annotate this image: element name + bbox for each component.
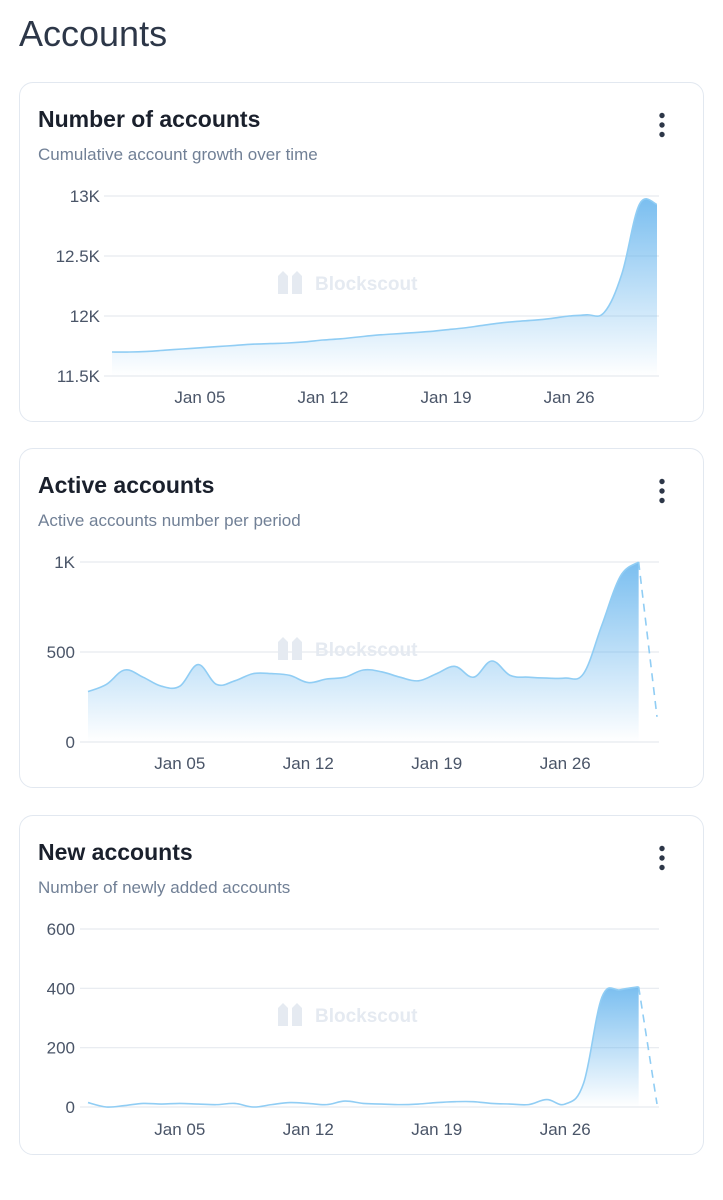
y-tick-label: 11.5K [57,367,101,386]
x-tick-label: Jan 05 [174,388,225,407]
x-tick-label: Jan 26 [540,754,591,773]
blockscout-logo-icon [278,1003,302,1026]
y-tick-label: 13K [70,187,101,206]
page-title: Accounts [19,13,168,54]
x-tick-label: Jan 05 [154,754,205,773]
chart-subtitle: Cumulative account growth over time [38,145,318,164]
series-line [87,986,639,1108]
chart-plot: 0 500 1K Blockscout Jan 05 Jan 12 Jan 19 Jan 26 [47,553,659,773]
y-tick-label: 400 [47,979,75,998]
chart-card-new-accounts: New accounts Number of newly added accou… [19,815,704,1155]
chart-menu-button[interactable] [649,109,675,141]
vertical-dots-icon [659,478,665,504]
y-tick-label: 0 [66,733,75,752]
watermark-text: Blockscout [315,640,418,661]
series-incomplete-line [637,986,658,1105]
watermark: Blockscout [278,1003,418,1027]
watermark-text: Blockscout [315,274,418,295]
x-tick-label: Jan 26 [544,388,595,407]
chart-plot: 0 200 400 600 Blockscout Jan 05 Jan 12 Jan 19 Ja… [47,920,659,1139]
y-tick-label: 600 [47,920,75,939]
chart-card-active-accounts: Active accounts Active accounts number p… [19,448,704,788]
watermark: Blockscout [278,637,418,661]
x-tick-label: Jan 12 [283,1120,334,1139]
blockscout-logo-icon [278,637,302,660]
chart-subtitle: Number of newly added accounts [38,878,291,897]
y-tick-label: 0 [66,1098,75,1117]
series-incomplete-line [637,561,658,717]
y-tick-label: 200 [47,1039,75,1058]
x-tick-label: Jan 19 [411,1120,462,1139]
x-tick-label: Jan 05 [154,1120,205,1139]
series-area [112,198,657,376]
chart-plot: 11.5K 12K 12.5K 13K Blockscout Jan 05 Jan 12 Ja… [56,187,659,407]
chart-menu-button[interactable] [649,475,675,507]
x-tick-label: Jan 26 [540,1120,591,1139]
chart-title: Active accounts [38,472,215,498]
series-line [111,198,658,353]
x-tick-label: Jan 12 [283,754,334,773]
series-line [87,561,640,693]
chart-title: New accounts [38,839,193,865]
y-tick-label: 1K [54,553,75,572]
x-tick-label: Jan 19 [411,754,462,773]
chart-subtitle: Active accounts number per period [38,511,301,530]
blockscout-logo-icon [278,271,302,294]
chart-card-number-of-accounts: Number of accounts Cumulative account gr… [19,82,704,422]
series-area [88,562,639,742]
chart-menu-button[interactable] [649,842,675,874]
y-tick-label: 12.5K [56,247,101,266]
watermark-text: Blockscout [315,1006,418,1027]
watermark: Blockscout [278,271,418,295]
vertical-dots-icon [659,845,665,871]
vertical-dots-icon [659,112,665,138]
series-area [88,986,639,1108]
x-tick-label: Jan 12 [297,388,348,407]
y-tick-label: 500 [47,643,75,662]
chart-title: Number of accounts [38,106,261,132]
y-tick-label: 12K [70,307,101,326]
x-tick-label: Jan 19 [421,388,472,407]
